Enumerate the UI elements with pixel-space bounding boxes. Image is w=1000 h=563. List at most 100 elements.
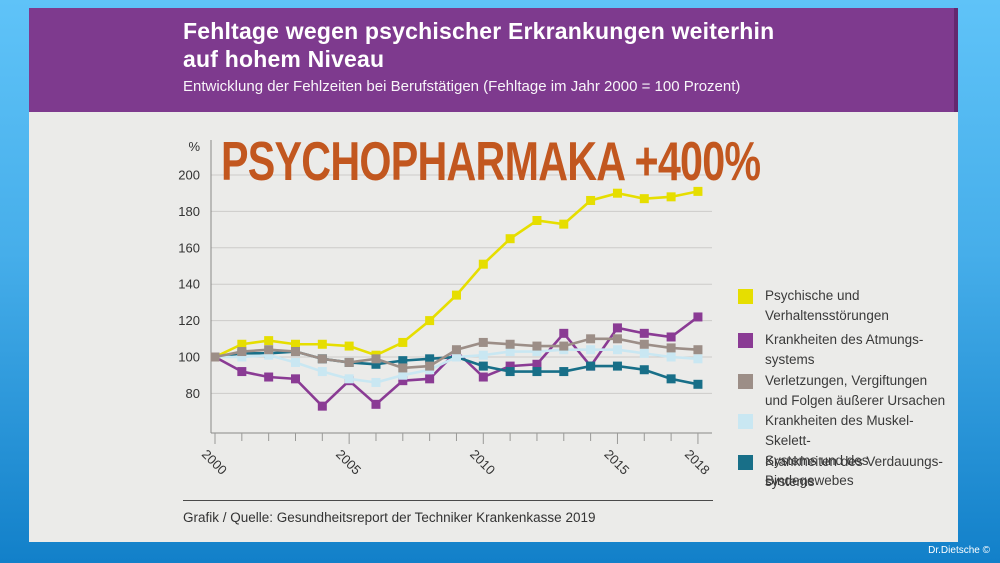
series-marker-3: [237, 352, 247, 362]
series-marker-2: [612, 334, 622, 344]
series-marker-2: [505, 339, 515, 349]
series-marker-2: [425, 361, 435, 371]
series-marker-1: [693, 312, 703, 322]
page-subtitle: Entwicklung der Fehlzeiten bei Berufstät…: [183, 78, 741, 95]
legend-swatch-verletzungen: [738, 374, 753, 389]
legend-swatch-psychische: [738, 289, 753, 304]
legend-item-atmung: Krankheiten des Atmungs- systems: [738, 330, 923, 370]
series-marker-3: [666, 352, 676, 362]
series-marker-1: [425, 374, 435, 384]
header-band: Fehltage wegen psychischer Erkrankungen …: [29, 8, 958, 112]
y-axis-unit-label: %: [188, 139, 200, 154]
series-marker-0: [639, 194, 649, 204]
series-marker-1: [559, 328, 569, 338]
series-marker-3: [451, 352, 461, 362]
series-marker-0: [317, 339, 327, 349]
legend-label-line: Systems und des Bindegewebes: [765, 453, 869, 488]
series-marker-4: [505, 367, 515, 377]
series-marker-0: [425, 316, 435, 326]
series-marker-4: [693, 379, 703, 389]
series-marker-1: [612, 323, 622, 333]
legend-label-line: Krankheiten des Verdauungs-: [765, 454, 943, 469]
series-marker-2: [264, 345, 274, 355]
series-marker-4: [425, 354, 435, 364]
series-marker-0: [505, 234, 515, 244]
page-title: Fehltage wegen psychischer Erkrankungen …: [183, 17, 774, 73]
series-marker-2: [666, 343, 676, 353]
series-marker-4: [612, 361, 622, 371]
series-marker-1: [264, 372, 274, 382]
series-marker-1: [478, 372, 488, 382]
y-axis-tick-label: 100: [178, 350, 200, 365]
series-marker-2: [478, 337, 488, 347]
legend-item-verdauung: Krankheiten des Verdauungs- systems: [738, 452, 943, 492]
legend-label-line: Psychische und: [765, 288, 860, 303]
x-axis-tick-label: 2005: [333, 447, 364, 478]
series-marker-3: [264, 350, 274, 360]
series-marker-1: [398, 376, 408, 386]
series-marker-3: [371, 377, 381, 387]
series-marker-0: [398, 337, 408, 347]
series-marker-2: [371, 354, 381, 364]
series-marker-2: [210, 352, 220, 362]
series-marker-3: [693, 354, 703, 364]
legend-label-line: Verletzungen, Vergiftungen: [765, 373, 928, 388]
source-text: Grafik / Quelle: Gesundheitsreport der T…: [183, 510, 596, 525]
series-marker-3: [478, 350, 488, 360]
series-marker-0: [612, 188, 622, 198]
series-marker-4: [371, 359, 381, 369]
legend-label: Krankheiten des Atmungs- systems: [765, 330, 923, 370]
series-marker-2: [559, 341, 569, 351]
legend-label-line: Krankheiten des Atmungs-: [765, 332, 924, 347]
series-marker-3: [612, 345, 622, 355]
legend-label-line: Krankheiten des Muskel-Skelett-: [765, 413, 914, 448]
x-axis-tick-label: 2000: [199, 447, 230, 478]
series-marker-2: [237, 347, 247, 357]
series-marker-3: [639, 348, 649, 358]
series-marker-4: [478, 361, 488, 371]
legend-label-line: systems: [765, 474, 815, 489]
series-marker-0: [532, 216, 542, 225]
x-axis-tick-label: 2015: [601, 447, 632, 478]
line-chart: 200 180 160 140 120 100 80% 2000 2005 2010 2015 201…: [178, 139, 713, 478]
legend-swatch-muskel-skelett: [738, 414, 753, 429]
content-panel: Fehltage wegen psychischer Erkrankungen …: [29, 8, 958, 542]
series-marker-4: [666, 374, 676, 384]
legend-label-line: und Folgen äußerer Ursachen: [765, 393, 946, 408]
series-marker-0: [264, 336, 274, 346]
y-axis-tick-label: 160: [178, 240, 200, 255]
watermark: Dr.Dietsche ©: [928, 545, 990, 556]
page-title-line1: Fehltage wegen psychischer Erkrankungen …: [183, 18, 775, 44]
series-marker-3: [290, 357, 300, 367]
x-axis-tick-label: 2010: [467, 447, 498, 478]
series-marker-1: [317, 401, 327, 411]
series-marker-3: [398, 370, 408, 380]
series-marker-2: [451, 345, 461, 355]
series-marker-2: [398, 363, 408, 373]
page-title-line2: auf hohem Niveau: [183, 46, 385, 72]
series-marker-2: [290, 347, 300, 357]
x-axis-tick-label: 2018: [682, 447, 713, 478]
series-marker-3: [505, 347, 515, 357]
series-marker-1: [290, 374, 300, 384]
series-marker-1: [505, 361, 515, 371]
series-marker-4: [532, 367, 542, 377]
series-marker-3: [532, 347, 542, 357]
series-marker-4: [586, 361, 596, 371]
series-marker-1: [666, 332, 676, 342]
series-marker-0: [290, 339, 300, 349]
series-marker-2: [317, 354, 327, 364]
series-marker-0: [451, 290, 461, 300]
series-marker-0: [478, 259, 488, 269]
legend-label-line: Verhaltensstörungen: [765, 308, 889, 323]
series-marker-2: [639, 339, 649, 349]
y-axis-tick-label: 80: [186, 386, 200, 401]
series-marker-3: [344, 374, 354, 384]
series-marker-3: [317, 367, 327, 377]
series-marker-0: [693, 186, 703, 196]
legend-label: Krankheiten des Muskel-Skelett- Systems …: [765, 411, 953, 491]
series-marker-4: [639, 365, 649, 375]
series-marker-4: [398, 356, 408, 366]
series-marker-1: [237, 367, 247, 377]
